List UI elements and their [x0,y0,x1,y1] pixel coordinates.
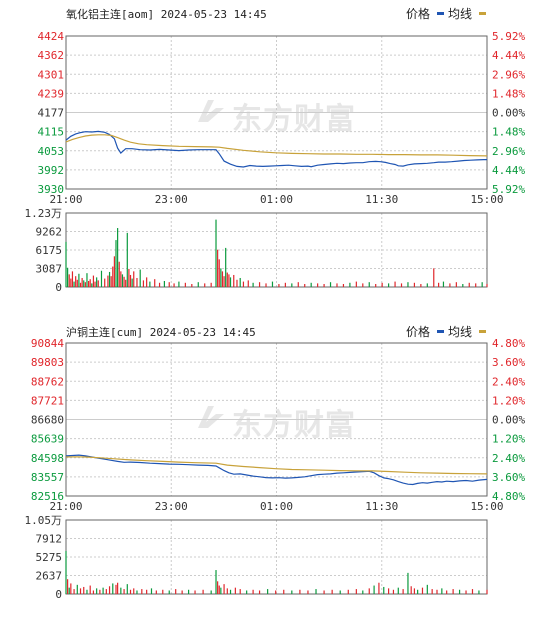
price-series-line [65,454,488,486]
time-tick-label: 23:00 [155,193,188,206]
volume-tick-label: 0 [55,588,62,601]
pct-tick-label: 4.80% [492,337,525,350]
time-tick-label: 15:00 [470,193,503,206]
volume-tick-label: 1.05万 [25,514,63,527]
price-tick-label: 87721 [31,394,64,407]
time-tick-label: 23:00 [155,500,188,513]
aom-chart-svg: 4424 5.92% 4362 4.44% 4301 2.96% 4239 1.48% 4177… [25,30,526,294]
price-tick-label: 4053 [38,145,65,158]
volume-tick-label: 0 [55,281,62,294]
pct-tick-label: 2.96% [492,145,525,158]
time-tick-label: 11:30 [365,500,398,513]
legend-avg-label: 均线 [448,7,473,21]
volume-tick-label: 6175 [36,244,63,257]
price-tick-label: 86680 [31,414,64,427]
volume-tick-label: 5275 [36,551,63,564]
time-tick-label: 15:00 [470,500,503,513]
pct-tick-label: 4.44% [492,164,525,177]
volume-tick-label: 1.23万 [25,207,63,220]
pct-tick-label: 1.48% [492,126,525,139]
volume-tick-label: 3087 [36,263,63,276]
eastmoney-logo-icon [194,402,228,432]
legend-avg-swatch [479,330,486,333]
legend-avg-swatch [479,12,486,15]
pct-tick-label: 3.60% [492,356,525,369]
price-tick-label: 88762 [31,375,64,388]
average-series-line [65,134,488,157]
price-series-line [65,130,487,168]
price-tick-label: 89803 [31,356,64,369]
time-tick-label: 01:00 [260,193,293,206]
price-tick-label: 82516 [31,490,64,503]
price-tick-label: 4239 [38,87,65,100]
price-tick-label: 3930 [38,183,65,196]
pct-tick-label: 0.00% [492,107,525,120]
time-tick-label: 21:00 [49,193,82,206]
pct-tick-label: 1.20% [492,433,525,446]
time-tick-label: 11:30 [365,193,398,206]
average-series-line [65,456,488,475]
price-panel-border [65,342,488,497]
eastmoney-logo-icon [194,96,228,126]
pct-tick-label: 0.00% [492,414,525,427]
legend-price-label: 价格 [406,7,431,21]
legend-price-swatch [437,330,444,333]
pct-tick-label: 1.20% [492,394,525,407]
pct-tick-label: 4.44% [492,49,525,62]
volume-tick-label: 7912 [36,533,63,546]
pct-tick-label: 1.48% [492,87,525,100]
price-tick-label: 4362 [38,49,65,62]
pct-tick-label: 2.40% [492,452,525,465]
pct-tick-label: 3.60% [492,471,525,484]
volume-tick-label: 9262 [36,226,63,239]
price-tick-label: 4115 [38,126,65,139]
price-tick-label: 83557 [31,471,64,484]
chart-title: 沪铜主连[cum] 2024-05-23 14:45 [66,326,256,339]
time-tick-label: 21:00 [49,500,82,513]
price-tick-label: 4301 [38,68,65,81]
aom-chart-panel: 氧化铝主连[aom] 2024-05-23 14:45 价格 均线 东方财富 4… [0,0,546,300]
cum-chart-svg: 90844 4.80% 89803 3.60% 88762 2.40% 87721 1.20%… [25,337,526,601]
chart-title: 氧化铝主连[aom] 2024-05-23 14:45 [66,8,267,21]
price-tick-label: 84598 [31,452,64,465]
price-tick-label: 90844 [31,337,64,350]
pct-tick-label: 4.80% [492,490,525,503]
legend-avg-label: 均线 [448,325,473,339]
price-tick-label: 85639 [31,433,64,446]
price-tick-label: 3992 [38,164,65,177]
cum-chart-panel: 沪铜主连[cum] 2024-05-23 14:45 价格 均线 东方财富 90… [0,318,546,624]
price-tick-label: 4177 [38,107,65,120]
volume-tick-label: 2637 [36,570,63,583]
time-tick-label: 01:00 [260,500,293,513]
price-panel-border [65,35,488,190]
pct-tick-label: 5.92% [492,30,525,43]
pct-tick-label: 2.40% [492,375,525,388]
pct-tick-label: 5.92% [492,183,525,196]
pct-tick-label: 2.96% [492,68,525,81]
legend-price-label: 价格 [406,325,431,339]
legend-price-swatch [437,12,444,15]
price-tick-label: 4424 [38,30,65,43]
watermark-text: 东方财富 [232,408,356,443]
